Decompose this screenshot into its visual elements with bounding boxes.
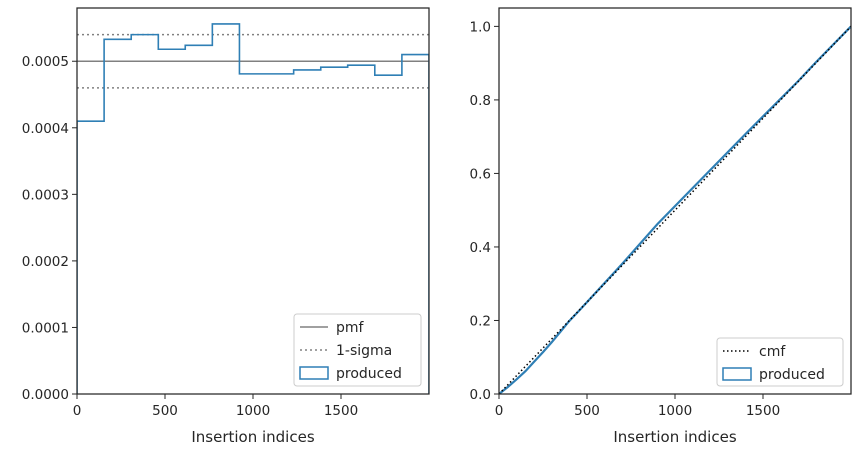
- x-tick-label: 1000: [236, 403, 270, 419]
- y-tick-label: 0.0001: [22, 320, 69, 336]
- legend: pmf 1-sigma produced: [293, 313, 422, 387]
- y-tick-label: 0.0003: [22, 187, 69, 203]
- legend-frame: [716, 337, 844, 387]
- produced-histogram: [77, 23, 429, 394]
- plot-area: [77, 23, 429, 394]
- legend-label: pmf: [336, 320, 365, 336]
- legend-label: produced: [336, 366, 402, 382]
- cumulative-panel: 0 500 1000 1500 0.0 0.2 0.4 0.6 0.8 1.0 Insertion …: [470, 7, 852, 446]
- y-tick-label: 0.6: [470, 166, 491, 182]
- produced-cumulative-line: [499, 25, 851, 394]
- cmf-line: [499, 25, 851, 394]
- x-axis-label: Insertion indices: [613, 428, 736, 446]
- y-tick-label: 0.0004: [22, 121, 69, 137]
- x-tick-label: 1500: [746, 403, 780, 419]
- y-tick-label: 1.0: [470, 19, 491, 35]
- y-tick-label: 0.8: [470, 93, 491, 109]
- y-tick-label: 0.0000: [22, 387, 69, 403]
- legend-label: 1-sigma: [336, 343, 392, 359]
- x-tick-label: 500: [152, 403, 178, 419]
- legend-label: cmf: [759, 344, 786, 360]
- y-tick-label: 0.0: [470, 387, 491, 403]
- y-tick-label: 0.2: [470, 313, 491, 329]
- x-tick-label: 500: [574, 403, 600, 419]
- axes-frame: [498, 7, 852, 395]
- legend-label: produced: [759, 367, 825, 383]
- histogram-panel: 0 500 1000 1500 0.0000 0.0001 0.0002 0.0003 0.00…: [22, 7, 430, 446]
- x-tick-label: 0: [73, 403, 82, 419]
- legend: cmf produced: [716, 337, 844, 387]
- y-tick-label: 0.4: [470, 240, 491, 256]
- legend-frame: [293, 313, 422, 387]
- y-tick-label: 0.0002: [22, 254, 69, 270]
- legend-swatch: [722, 367, 752, 381]
- axes-frame: [76, 7, 430, 395]
- x-tick-label: 1500: [324, 403, 358, 419]
- x-tick-label: 1000: [658, 403, 692, 419]
- legend-swatch: [299, 366, 329, 380]
- x-axis-label: Insertion indices: [191, 428, 314, 446]
- plot-area: [499, 25, 851, 394]
- x-tick-label: 0: [495, 403, 504, 419]
- y-tick-label: 0.0005: [22, 54, 69, 70]
